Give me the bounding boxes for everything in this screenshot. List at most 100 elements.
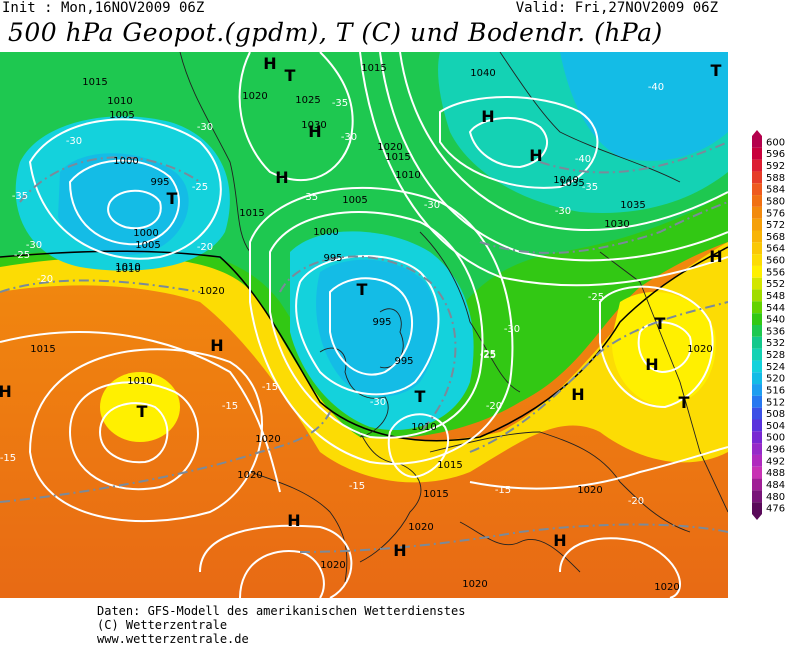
footer-credits: Daten: GFS-Modell des amerikanischen Wet… [97, 604, 465, 646]
low-center: T [415, 387, 426, 406]
high-center: H [571, 385, 584, 404]
pressure-labels: 1015 1010 1005 1000 995 1020 1025 1030 1… [30, 63, 712, 593]
legend-top-arrow [752, 130, 762, 136]
temp-label: -25 [480, 349, 496, 360]
pressure-label: 1020 [377, 142, 402, 153]
legend-swatch [752, 265, 762, 278]
pressure-label: 1000 [133, 228, 158, 239]
low-center: T [167, 189, 178, 208]
pressure-label: 995 [372, 317, 391, 328]
pressure-label: 1020 [255, 434, 280, 445]
temp-label: -35 [332, 98, 348, 109]
temp-label: -40 [648, 82, 664, 93]
legend-swatch [752, 313, 762, 325]
cold-core-northeast [560, 52, 728, 161]
high-center: H [308, 122, 321, 141]
high-center: H [287, 511, 300, 530]
pressure-label: 1020 [199, 286, 224, 297]
pressure-label: 1030 [604, 219, 629, 230]
pressure-label: 995 [150, 177, 169, 188]
temp-label: -25 [480, 350, 496, 361]
low-center: T [357, 280, 368, 299]
legend-swatch [752, 490, 762, 503]
legend-swatch [752, 419, 762, 432]
low-center: T [137, 402, 148, 421]
legend-bottom-arrow [752, 514, 762, 520]
legend-label: 524 [766, 362, 785, 373]
legend-swatch [752, 254, 762, 266]
pressure-label: 1040 [553, 175, 578, 186]
warm-high-east [611, 292, 716, 407]
pressure-label: 1020 [237, 470, 262, 481]
legend-swatch [752, 407, 762, 420]
legend-label: 508 [766, 409, 785, 420]
temp-label: -15 [349, 481, 365, 492]
init-time: Init : Mon,16NOV2009 06Z [2, 0, 205, 16]
legend-label: 528 [766, 350, 785, 361]
pressure-label: 1005 [342, 195, 367, 206]
legend-label: 580 [766, 196, 785, 207]
temp-label: -40 [575, 154, 591, 165]
legend-swatch [752, 384, 762, 396]
temp-label: -20 [486, 401, 502, 412]
legend-label: 492 [766, 456, 785, 467]
legend-label: 484 [766, 480, 785, 491]
high-center: H [0, 382, 12, 401]
yellow-band [0, 242, 728, 483]
weather-map: 1015 1010 1005 1000 995 1020 1025 1030 1… [0, 52, 728, 598]
temp-label: -20 [628, 496, 644, 507]
legend-label: 560 [766, 256, 785, 267]
temp-label: -30 [26, 240, 42, 251]
legend-swatch [752, 466, 762, 479]
low-center: T [711, 61, 722, 80]
low-center: T [655, 314, 666, 333]
temp-label: -30 [341, 132, 357, 143]
legend-label: 516 [766, 385, 785, 396]
high-center: H [275, 168, 288, 187]
pressure-label: 1020 [654, 582, 679, 593]
pressure-label: 995 [394, 356, 413, 367]
chart-title: 500 hPa Geopot.(gpdm), T (C) und Bodendr… [8, 18, 663, 47]
temp-label: -15 [222, 401, 238, 412]
valid-time: Valid: Fri,27NOV2009 06Z [515, 0, 718, 16]
temp-label: -35 [12, 191, 28, 202]
high-center: H [210, 336, 223, 355]
pressure-label: 1015 [239, 208, 264, 219]
legend-swatch [752, 348, 762, 361]
pressure-label: 1000 [113, 156, 138, 167]
legend-label: 596 [766, 149, 785, 160]
warm-cell-atlantic [100, 372, 180, 442]
legend-swatch [752, 147, 762, 160]
pressure-label: 1015 [30, 344, 55, 355]
legend-label: 488 [766, 468, 785, 479]
legend-swatch [752, 218, 762, 231]
temp-label: -30 [370, 397, 386, 408]
legend-label: 480 [766, 492, 785, 503]
pressure-label: 1010 [107, 96, 132, 107]
high-center: H [263, 54, 276, 73]
copyright-text: (C) Wetterzentrale [97, 618, 228, 632]
legend-swatch [752, 277, 762, 290]
legend-swatch [752, 336, 762, 349]
temp-label: -20 [37, 274, 53, 285]
low-center: T [285, 66, 296, 85]
pressure-label: 1035 [620, 200, 645, 211]
temp-label: -30 [555, 206, 571, 217]
pressure-label: 1020 [462, 579, 487, 590]
pressure-label: 1005 [109, 110, 134, 121]
temp-label: -30 [66, 136, 82, 147]
high-center: H [553, 531, 566, 550]
legend-swatch [752, 431, 762, 444]
temp-label: -30 [424, 200, 440, 211]
legend-swatch [752, 171, 762, 184]
color-scale-legend: 6005965925885845805765725685645605565525… [752, 130, 785, 520]
legend-label: 536 [766, 326, 785, 337]
legend-swatch [752, 325, 762, 337]
pressure-label: 1015 [82, 77, 107, 88]
pressure-label: 1005 [135, 240, 160, 251]
legend-label: 584 [766, 185, 785, 196]
legend-label: 520 [766, 374, 785, 385]
legend-swatch [752, 443, 762, 455]
isotherms [0, 141, 728, 553]
high-center: H [645, 355, 658, 374]
